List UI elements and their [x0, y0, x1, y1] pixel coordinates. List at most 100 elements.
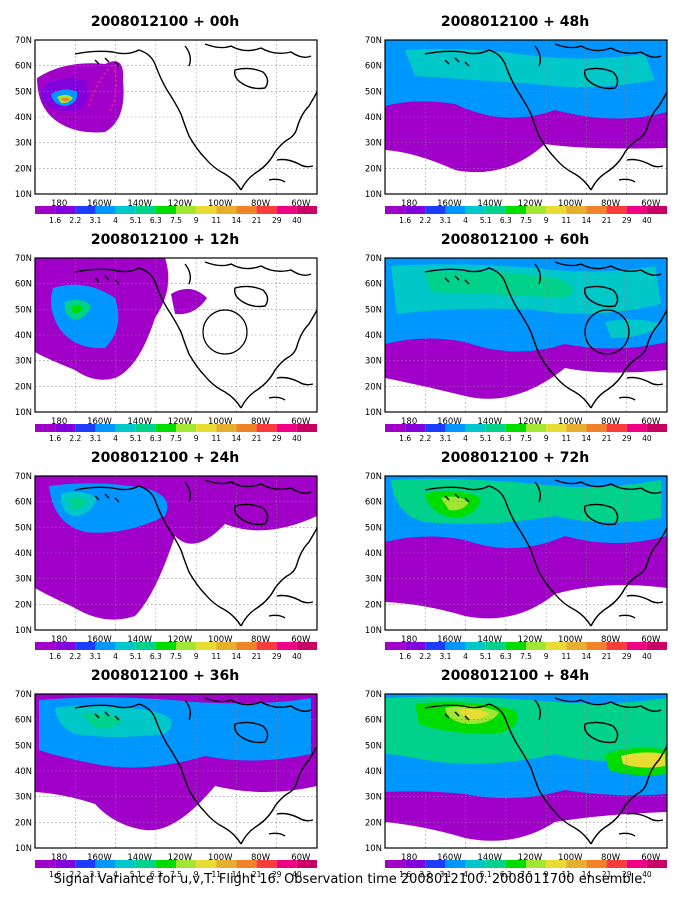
latitude-label: 50N — [15, 741, 32, 751]
longitude-label: 120W — [518, 635, 543, 645]
colorbar-swatch — [526, 206, 547, 214]
variance-contour — [405, 48, 655, 88]
colorbar-label: 7.5 — [170, 216, 182, 225]
latitude-label: 20N — [365, 164, 382, 174]
colorbar-swatch — [526, 642, 547, 650]
colorbar-label: 11 — [562, 216, 572, 225]
coastline — [618, 832, 636, 837]
colorbar-swatch — [35, 424, 56, 432]
colorbar-label: 1.6 — [399, 434, 411, 443]
colorbar-label: 4 — [113, 216, 118, 225]
longitude-label: 140W — [477, 635, 502, 645]
colorbar-swatch — [505, 424, 526, 432]
colorbar-swatch — [626, 424, 647, 432]
latitude-label: 70N — [15, 254, 32, 264]
colorbar-label: 40 — [292, 216, 302, 225]
colorbar-swatch — [115, 642, 136, 650]
panel-title: 2008012100 + 00h — [90, 14, 240, 30]
colorbar-label: 14 — [582, 216, 592, 225]
colorbar-label: 4 — [463, 870, 468, 879]
colorbar-label: 5.1 — [480, 216, 492, 225]
colorbar-swatch — [485, 860, 506, 868]
colorbar-swatch — [75, 642, 96, 650]
colorbar-swatch — [196, 860, 217, 868]
longitude-label: 60W — [641, 417, 661, 427]
latitude-label: 50N — [365, 523, 382, 533]
colorbar-swatch — [296, 860, 317, 868]
coastline — [444, 57, 470, 67]
latitude-label: 60N — [15, 498, 32, 508]
variance-contour — [621, 752, 665, 768]
coastline — [583, 721, 619, 744]
longitude-label: 180 — [51, 199, 67, 209]
colorbar-label: 29 — [622, 652, 632, 661]
colorbar-swatch — [626, 642, 647, 650]
coastline — [74, 49, 242, 191]
colorbar-swatch — [95, 424, 116, 432]
colorbar-label: 2.2 — [69, 652, 81, 661]
colorbar-swatch — [75, 424, 96, 432]
colorbar-label: 7.5 — [170, 870, 182, 879]
colorbar-swatch — [385, 206, 406, 214]
colorbar-swatch — [296, 206, 317, 214]
colorbar-label: 1.6 — [399, 870, 411, 879]
coastline — [554, 261, 662, 277]
colorbar-label: 4 — [463, 216, 468, 225]
colorbar-label: 4 — [463, 652, 468, 661]
longitude-label: 80W — [251, 417, 271, 427]
map-panel: 2008012100 + 12h 70N 60N 50N 40N 30N 20N 10N 180… — [0, 226, 330, 444]
latitude-label: 10N — [365, 190, 382, 200]
colorbar-label: 40 — [642, 870, 652, 879]
colorbar-swatch — [95, 642, 116, 650]
map-plot: 70N 60N 50N 40N 30N 20N 10N 180 160W 140W 120W 100W… — [365, 690, 668, 879]
longitude-label: 120W — [168, 635, 193, 645]
colorbar-label: 21 — [602, 216, 612, 225]
colorbar-swatch — [586, 206, 607, 214]
longitude-label: 60W — [291, 417, 311, 427]
latitude-label: 10N — [365, 408, 382, 418]
longitude-label: 60W — [291, 635, 311, 645]
colorbar-swatch — [385, 642, 406, 650]
colorbar-swatch — [465, 860, 486, 868]
latitude-label: 20N — [15, 382, 32, 392]
colorbar-label: 2.2 — [69, 216, 81, 225]
colorbar-label: 3.1 — [439, 870, 451, 879]
colorbar-label: 21 — [602, 652, 612, 661]
coastline — [240, 745, 317, 845]
coastline — [534, 45, 542, 67]
coastline — [268, 178, 286, 183]
longitude-label: 120W — [518, 417, 543, 427]
colorbar-label: 4 — [463, 434, 468, 443]
panel-title: 2008012100 + 60h — [440, 232, 590, 248]
colorbar-swatch — [236, 206, 257, 214]
colorbar-swatch — [646, 424, 667, 432]
longitude-label: 180 — [401, 635, 417, 645]
colorbar-label: 40 — [292, 652, 302, 661]
colorbar-swatch — [485, 424, 506, 432]
latitude-label: 30N — [15, 357, 32, 367]
colorbar-swatch — [95, 206, 116, 214]
colorbar-label: 11 — [212, 870, 222, 879]
latitude-label: 40N — [365, 113, 382, 123]
coastline — [424, 49, 592, 191]
colorbar-label: 6.3 — [500, 870, 512, 879]
longitude-label: 80W — [251, 853, 271, 863]
colorbar-swatch — [256, 642, 277, 650]
latitude-label: 50N — [365, 87, 382, 97]
colorbar-label: 5.1 — [130, 870, 142, 879]
coastline — [94, 275, 120, 285]
coastline — [424, 267, 592, 409]
coastline — [276, 812, 314, 822]
coastline — [626, 158, 664, 168]
latitude-label: 60N — [15, 280, 32, 290]
coastline — [554, 479, 662, 495]
colorbar-swatch — [75, 206, 96, 214]
latitude-label: 50N — [15, 305, 32, 315]
colorbar-swatch — [196, 206, 217, 214]
colorbar-label: 11 — [562, 652, 572, 661]
colorbar-swatch — [216, 642, 237, 650]
colorbar-label: 11 — [562, 870, 572, 879]
longitude-label: 160W — [437, 199, 462, 209]
longitude-label: 60W — [641, 853, 661, 863]
colorbar-label: 9 — [194, 652, 199, 661]
